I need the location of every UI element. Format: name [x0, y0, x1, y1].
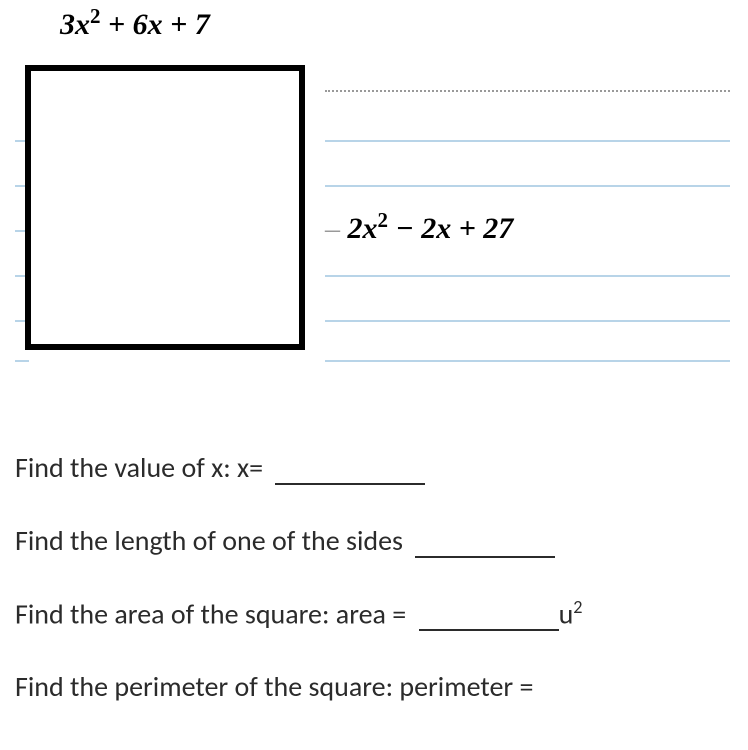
- right-side-expression: – 2x2 − 2x + 27: [325, 208, 513, 246]
- question-4: Find the perimeter of the square: perime…: [15, 669, 733, 704]
- answer-blank[interactable]: [275, 483, 425, 485]
- var: x: [75, 8, 90, 41]
- unit-exponent: 2: [573, 596, 582, 618]
- answer-blank[interactable]: [419, 629, 559, 631]
- op: +: [163, 8, 195, 41]
- ruled-line-dashed: [325, 90, 730, 92]
- coef: 3: [60, 8, 75, 41]
- question-text: Find the value of x: x=: [15, 450, 263, 485]
- const: 7: [195, 8, 210, 41]
- ruled-line: [325, 185, 730, 187]
- op: +: [451, 212, 483, 245]
- question-1: Find the value of x: x=: [15, 450, 733, 485]
- diagram-area: – 2x2 − 2x + 27: [15, 60, 735, 370]
- question-text: Find the area of the square: area =: [15, 596, 406, 631]
- exponent: 2: [90, 4, 101, 28]
- questions-block: Find the value of x: x= Find the length …: [15, 450, 733, 742]
- var: x: [436, 212, 451, 245]
- coef: 2: [421, 212, 436, 245]
- question-3: Find the area of the square: area = u2: [15, 596, 733, 631]
- unit-base: u: [559, 596, 574, 631]
- question-2: Find the length of one of the sides: [15, 523, 733, 558]
- op: +: [101, 8, 133, 41]
- ruled-line: [325, 275, 730, 277]
- tick-mark: [15, 360, 29, 362]
- const: 27: [483, 212, 513, 245]
- dash-prefix: –: [325, 212, 348, 245]
- top-side-expression: 3x2 + 6x + 7: [60, 4, 210, 42]
- var: x: [148, 8, 163, 41]
- op: −: [388, 212, 421, 245]
- square-shape: [25, 65, 305, 350]
- var: x: [363, 212, 378, 245]
- coef: 6: [133, 8, 148, 41]
- question-text: Find the length of one of the sides: [15, 523, 403, 558]
- ruled-line: [325, 360, 730, 362]
- exponent: 2: [378, 208, 389, 232]
- question-text: Find the perimeter of the square: perime…: [15, 669, 533, 704]
- answer-blank[interactable]: [415, 556, 555, 558]
- ruled-line: [325, 140, 730, 142]
- ruled-line: [325, 320, 730, 322]
- coef: 2: [348, 212, 363, 245]
